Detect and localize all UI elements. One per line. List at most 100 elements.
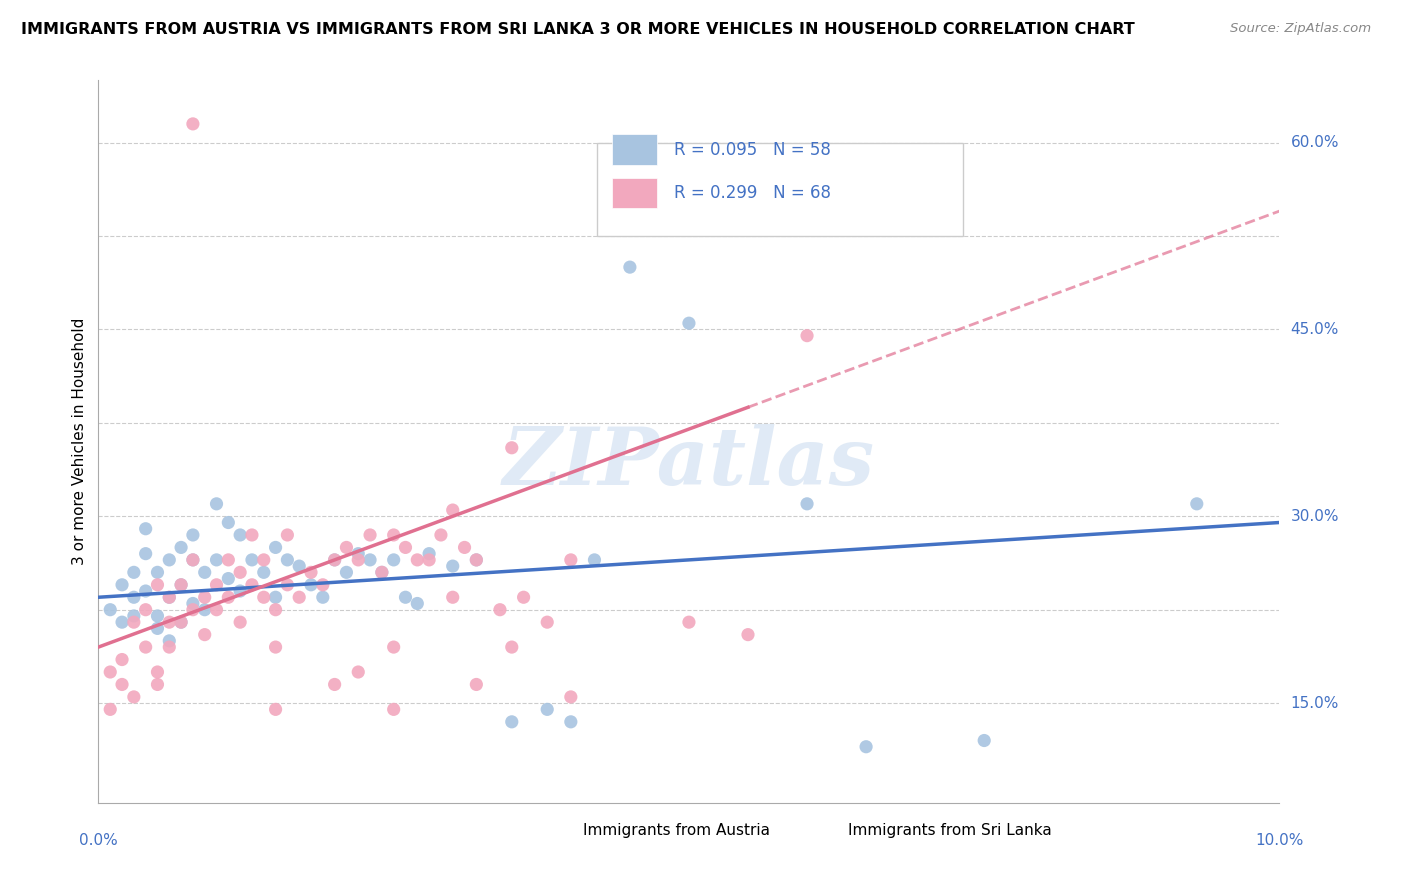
Point bbox=[229, 615, 252, 630]
Point bbox=[229, 566, 252, 580]
Point bbox=[157, 633, 180, 648]
Point bbox=[299, 578, 322, 592]
Point bbox=[229, 584, 252, 599]
Point bbox=[170, 615, 193, 630]
Point bbox=[382, 528, 405, 542]
Point bbox=[181, 553, 204, 567]
Point bbox=[157, 640, 180, 654]
Point bbox=[170, 541, 193, 555]
Point bbox=[465, 553, 488, 567]
Point bbox=[288, 591, 311, 605]
Point bbox=[335, 566, 357, 580]
FancyBboxPatch shape bbox=[789, 817, 834, 843]
Point bbox=[157, 591, 180, 605]
Point bbox=[157, 553, 180, 567]
Point bbox=[194, 627, 217, 641]
Point bbox=[536, 702, 558, 716]
Point bbox=[465, 677, 488, 691]
Point bbox=[560, 690, 582, 704]
Point bbox=[371, 566, 394, 580]
Point bbox=[619, 260, 641, 274]
Text: 60.0%: 60.0% bbox=[1291, 135, 1339, 150]
Point bbox=[217, 553, 239, 567]
Point bbox=[796, 328, 818, 343]
Point bbox=[194, 591, 217, 605]
Point bbox=[394, 541, 416, 555]
Point bbox=[146, 578, 169, 592]
Point bbox=[347, 547, 370, 561]
Point bbox=[501, 714, 523, 729]
Point bbox=[111, 652, 134, 666]
Point bbox=[111, 677, 134, 691]
Point bbox=[512, 591, 534, 605]
Point bbox=[181, 597, 204, 611]
Point bbox=[501, 640, 523, 654]
Point bbox=[170, 578, 193, 592]
Point bbox=[205, 603, 228, 617]
Point bbox=[406, 553, 429, 567]
Point bbox=[205, 553, 228, 567]
Text: 30.0%: 30.0% bbox=[1291, 508, 1339, 524]
Point bbox=[441, 503, 464, 517]
Point bbox=[157, 615, 180, 630]
Point bbox=[335, 541, 357, 555]
Point bbox=[98, 603, 121, 617]
Point bbox=[217, 516, 239, 530]
Text: R = 0.095   N = 58: R = 0.095 N = 58 bbox=[673, 141, 831, 159]
Point bbox=[560, 714, 582, 729]
Text: ZIPatlas: ZIPatlas bbox=[503, 425, 875, 502]
Point bbox=[122, 566, 145, 580]
FancyBboxPatch shape bbox=[523, 817, 568, 843]
Point bbox=[441, 591, 464, 605]
Point bbox=[323, 553, 346, 567]
Point bbox=[312, 578, 335, 592]
Text: Source: ZipAtlas.com: Source: ZipAtlas.com bbox=[1230, 22, 1371, 36]
Point bbox=[276, 528, 298, 542]
Point bbox=[146, 621, 169, 635]
Point bbox=[240, 578, 263, 592]
Point bbox=[157, 591, 180, 605]
Point bbox=[359, 528, 381, 542]
Point bbox=[146, 609, 169, 624]
Point bbox=[678, 615, 700, 630]
Point bbox=[181, 603, 204, 617]
Point bbox=[122, 609, 145, 624]
Point bbox=[264, 541, 287, 555]
Point bbox=[217, 591, 239, 605]
Point bbox=[453, 541, 475, 555]
Point bbox=[299, 566, 322, 580]
Point bbox=[347, 553, 370, 567]
Point bbox=[536, 615, 558, 630]
Point bbox=[323, 677, 346, 691]
Point bbox=[135, 640, 157, 654]
Point bbox=[98, 702, 121, 716]
FancyBboxPatch shape bbox=[596, 143, 963, 235]
Point bbox=[418, 553, 440, 567]
Point bbox=[323, 553, 346, 567]
FancyBboxPatch shape bbox=[612, 178, 657, 208]
Point bbox=[194, 603, 217, 617]
Point bbox=[98, 665, 121, 679]
Point bbox=[205, 497, 228, 511]
Point bbox=[276, 553, 298, 567]
Point bbox=[276, 578, 298, 592]
Text: 10.0%: 10.0% bbox=[1256, 833, 1303, 848]
Point bbox=[181, 553, 204, 567]
Text: R = 0.299   N = 68: R = 0.299 N = 68 bbox=[673, 184, 831, 202]
Text: 0.0%: 0.0% bbox=[79, 833, 118, 848]
Point bbox=[264, 603, 287, 617]
Point bbox=[217, 572, 239, 586]
Point bbox=[181, 117, 204, 131]
Point bbox=[205, 578, 228, 592]
Point bbox=[181, 528, 204, 542]
Point bbox=[359, 553, 381, 567]
Y-axis label: 3 or more Vehicles in Household: 3 or more Vehicles in Household bbox=[72, 318, 87, 566]
Text: 15.0%: 15.0% bbox=[1291, 696, 1339, 711]
Point bbox=[382, 553, 405, 567]
Point bbox=[111, 615, 134, 630]
Point bbox=[465, 553, 488, 567]
Point bbox=[194, 566, 217, 580]
Point bbox=[1185, 497, 1208, 511]
Point bbox=[240, 528, 263, 542]
Point bbox=[122, 615, 145, 630]
